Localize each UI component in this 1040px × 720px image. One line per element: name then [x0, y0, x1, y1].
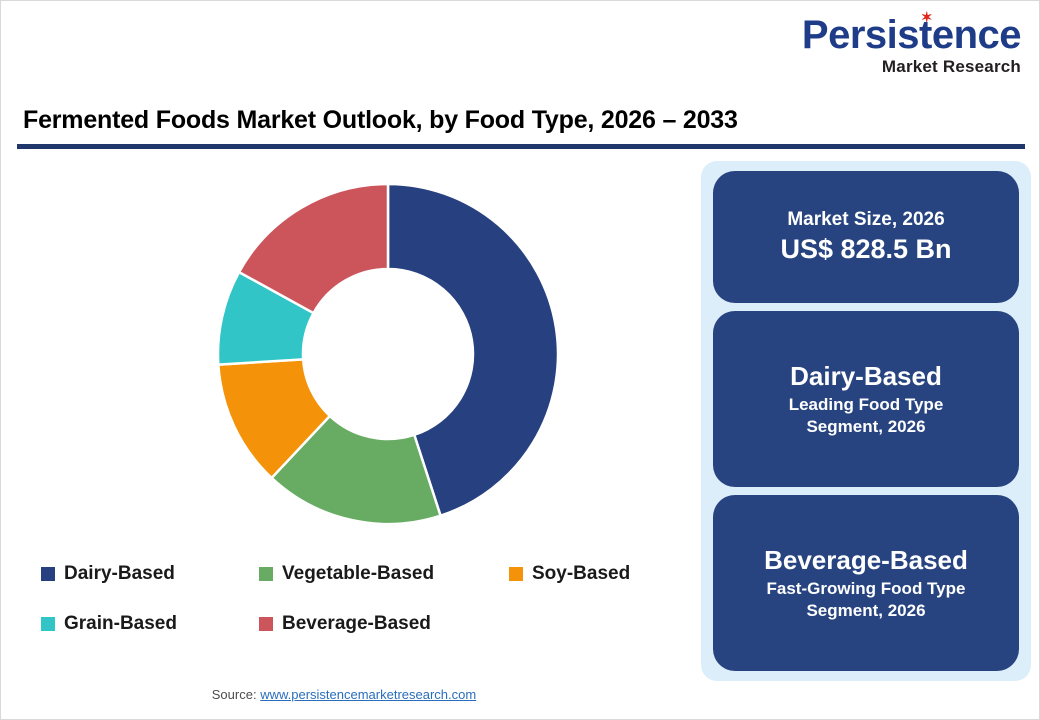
company-logo: Persistence ✶ Market Research [801, 9, 1022, 76]
legend-label: Grain-Based [64, 613, 177, 634]
kpi-card-subline-2: Segment, 2026 [806, 601, 926, 621]
kpi-card-heading: Beverage-Based [764, 544, 968, 575]
kpi-card-market-size: Market Size, 2026 US$ 828.5 Bn [713, 171, 1019, 303]
legend-row: Dairy-Based Vegetable-Based Soy-Based [41, 549, 681, 599]
chart-legend: Dairy-Based Vegetable-Based Soy-Based Gr… [41, 549, 681, 649]
legend-label: Beverage-Based [282, 613, 431, 634]
legend-swatch-icon [41, 617, 55, 631]
donut-slice[interactable] [269, 414, 443, 526]
chart-area [17, 156, 687, 556]
legend-label: Soy-Based [532, 563, 631, 584]
logo-wordmark-text: Persistence [801, 13, 1022, 57]
logo-wordmark: Persistence ✶ [801, 9, 1022, 57]
donut-chart [202, 168, 574, 540]
legend-item-soy-based[interactable]: Soy-Based [509, 563, 669, 585]
legend-label: Vegetable-Based [282, 563, 435, 584]
legend-item-grain-based[interactable]: Grain-Based [41, 613, 259, 635]
logo-star-icon: ✶ [920, 9, 933, 25]
kpi-card-subline-1: Leading Food Type [788, 395, 944, 415]
kpi-card-leading-segment: Dairy-Based Leading Food Type Segment, 2… [713, 311, 1019, 487]
title-divider [17, 144, 1025, 149]
legend-item-beverage-based[interactable]: Beverage-Based [259, 613, 509, 635]
legend-label: Dairy-Based [64, 563, 175, 584]
source-line: Source: www.persistencemarketresearch.co… [1, 687, 687, 702]
legend-swatch-icon [259, 617, 273, 631]
source-prefix: Source: [211, 687, 261, 702]
kpi-card-fastest-growing-segment: Beverage-Based Fast-Growing Food Type Se… [713, 495, 1019, 671]
legend-swatch-icon [259, 567, 273, 581]
logo-tagline: Market Research [881, 57, 1021, 76]
kpi-panel: Market Size, 2026 US$ 828.5 Bn Dairy-Bas… [701, 161, 1031, 681]
kpi-card-label: Market Size, 2026 [787, 209, 945, 231]
donut-chart-svg [216, 182, 560, 526]
legend-item-vegetable-based[interactable]: Vegetable-Based [259, 563, 509, 585]
kpi-card-subline-2: Segment, 2026 [806, 417, 926, 437]
legend-swatch-icon [41, 567, 55, 581]
kpi-card-heading: Dairy-Based [790, 360, 942, 391]
kpi-card-value: US$ 828.5 Bn [780, 233, 952, 264]
donut-slice[interactable] [386, 182, 560, 518]
page-title: Fermented Foods Market Outlook, by Food … [23, 106, 738, 134]
legend-swatch-icon [509, 567, 523, 581]
legend-row: Grain-Based Beverage-Based [41, 599, 681, 649]
legend-item-dairy-based[interactable]: Dairy-Based [41, 563, 259, 585]
source-link[interactable]: www.persistencemarketresearch.com [260, 687, 477, 702]
donut-slice[interactable] [237, 182, 390, 315]
kpi-card-subline-1: Fast-Growing Food Type [766, 579, 966, 599]
